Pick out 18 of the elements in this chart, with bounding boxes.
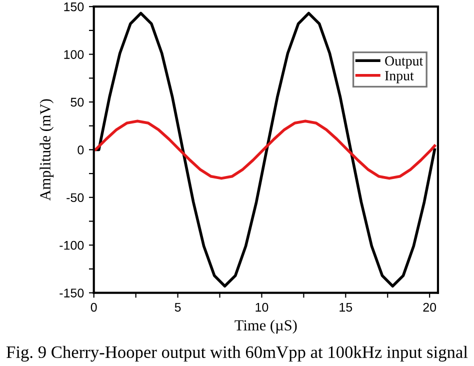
y-tick-label: 50 [70,98,84,107]
caption: Fig. 9 Cherry-Hooper output with 60mVpp at 100kHz input signal [6,346,468,362]
x-tick-label: 10 [256,302,268,312]
y-axis-title: Amplitude (mV) [40,99,54,201]
line-series [94,120,436,180]
y-tick-label: -150 [60,288,84,298]
legend-label: Input [385,71,414,84]
x-tick-label: 20 [423,302,436,312]
x-tick-label: 15 [340,302,352,312]
y-tick-label: 100 [64,50,84,59]
y-tick-label: 150 [64,2,84,12]
x-tick-label: 5 [174,302,181,312]
x-tick-label: 0 [90,302,97,312]
y-tick-label: -50 [66,193,84,202]
x-axis-title: Time (µS) [234,320,297,334]
y-tick-label: -100 [60,240,84,250]
legend-label: Output [385,56,424,68]
y-tick-label: 0 [78,145,84,154]
